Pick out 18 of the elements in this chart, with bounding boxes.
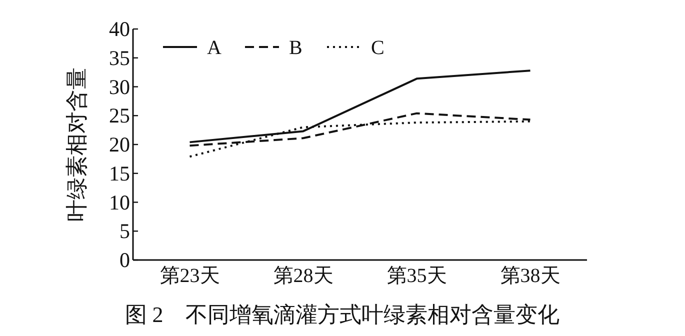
y-tick-label: 30 — [109, 74, 130, 99]
y-tick-label: 25 — [109, 104, 130, 128]
legend-label: A — [207, 37, 222, 59]
y-tick-label: 10 — [109, 190, 130, 214]
text: 图 2 不同增氧滴灌方式叶绿素相对含量变化 — [124, 302, 560, 327]
y-tick-label: 35 — [109, 46, 130, 70]
y-tick-label: 40 — [109, 17, 130, 41]
legend-label: B — [289, 37, 302, 59]
y-tick-label: 5 — [120, 219, 130, 244]
y-axis-title: 叶绿素相对含量 — [64, 68, 89, 222]
x-tick-label: 第38天 — [500, 265, 560, 287]
x-tick-label: 第23天 — [160, 265, 220, 287]
y-tick-label: 15 — [109, 161, 130, 186]
x-tick-label: 第28天 — [273, 265, 334, 287]
y-tick-label: 20 — [109, 132, 130, 156]
x-tick-label: 第35天 — [386, 265, 447, 287]
legend-label: C — [371, 37, 384, 59]
y-tick-label: 0 — [120, 248, 130, 272]
